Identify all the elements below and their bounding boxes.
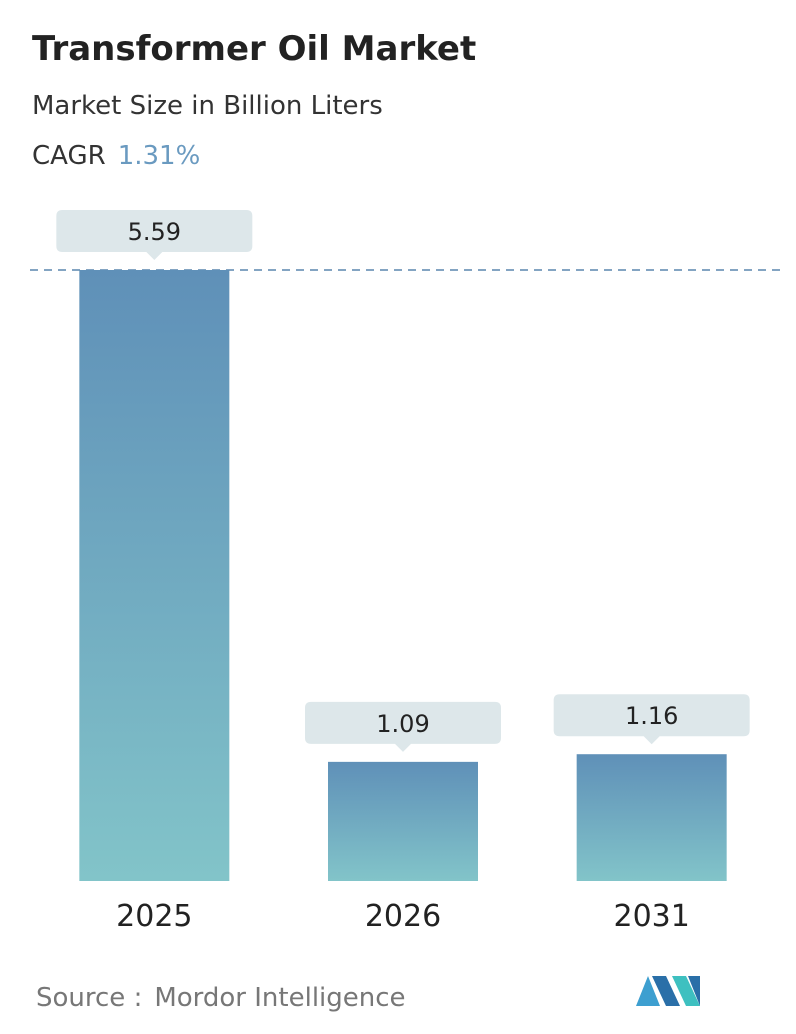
logo [636, 976, 700, 1006]
chart-title: Transformer Oil Market [32, 29, 476, 69]
source-name: Mordor Intelligence [154, 983, 405, 1013]
value-callout [553, 694, 750, 745]
x-tick-label: 2026 [365, 899, 441, 934]
source-label: Source : [36, 983, 142, 1013]
value-label: 1.09 [376, 710, 429, 738]
bar [79, 270, 230, 881]
value-label: 5.59 [128, 218, 181, 246]
bar [576, 754, 727, 881]
chart-subtitle: Market Size in Billion Liters [32, 91, 383, 121]
value-callout [305, 701, 501, 752]
cagr-label: CAGR [32, 141, 106, 171]
bar [328, 761, 478, 881]
x-tick-label: 2025 [116, 899, 192, 934]
x-tick-label: 2031 [613, 899, 689, 934]
value-label: 1.16 [625, 702, 678, 730]
value-callout [56, 210, 253, 260]
cagr-value: 1.31% [118, 141, 201, 171]
